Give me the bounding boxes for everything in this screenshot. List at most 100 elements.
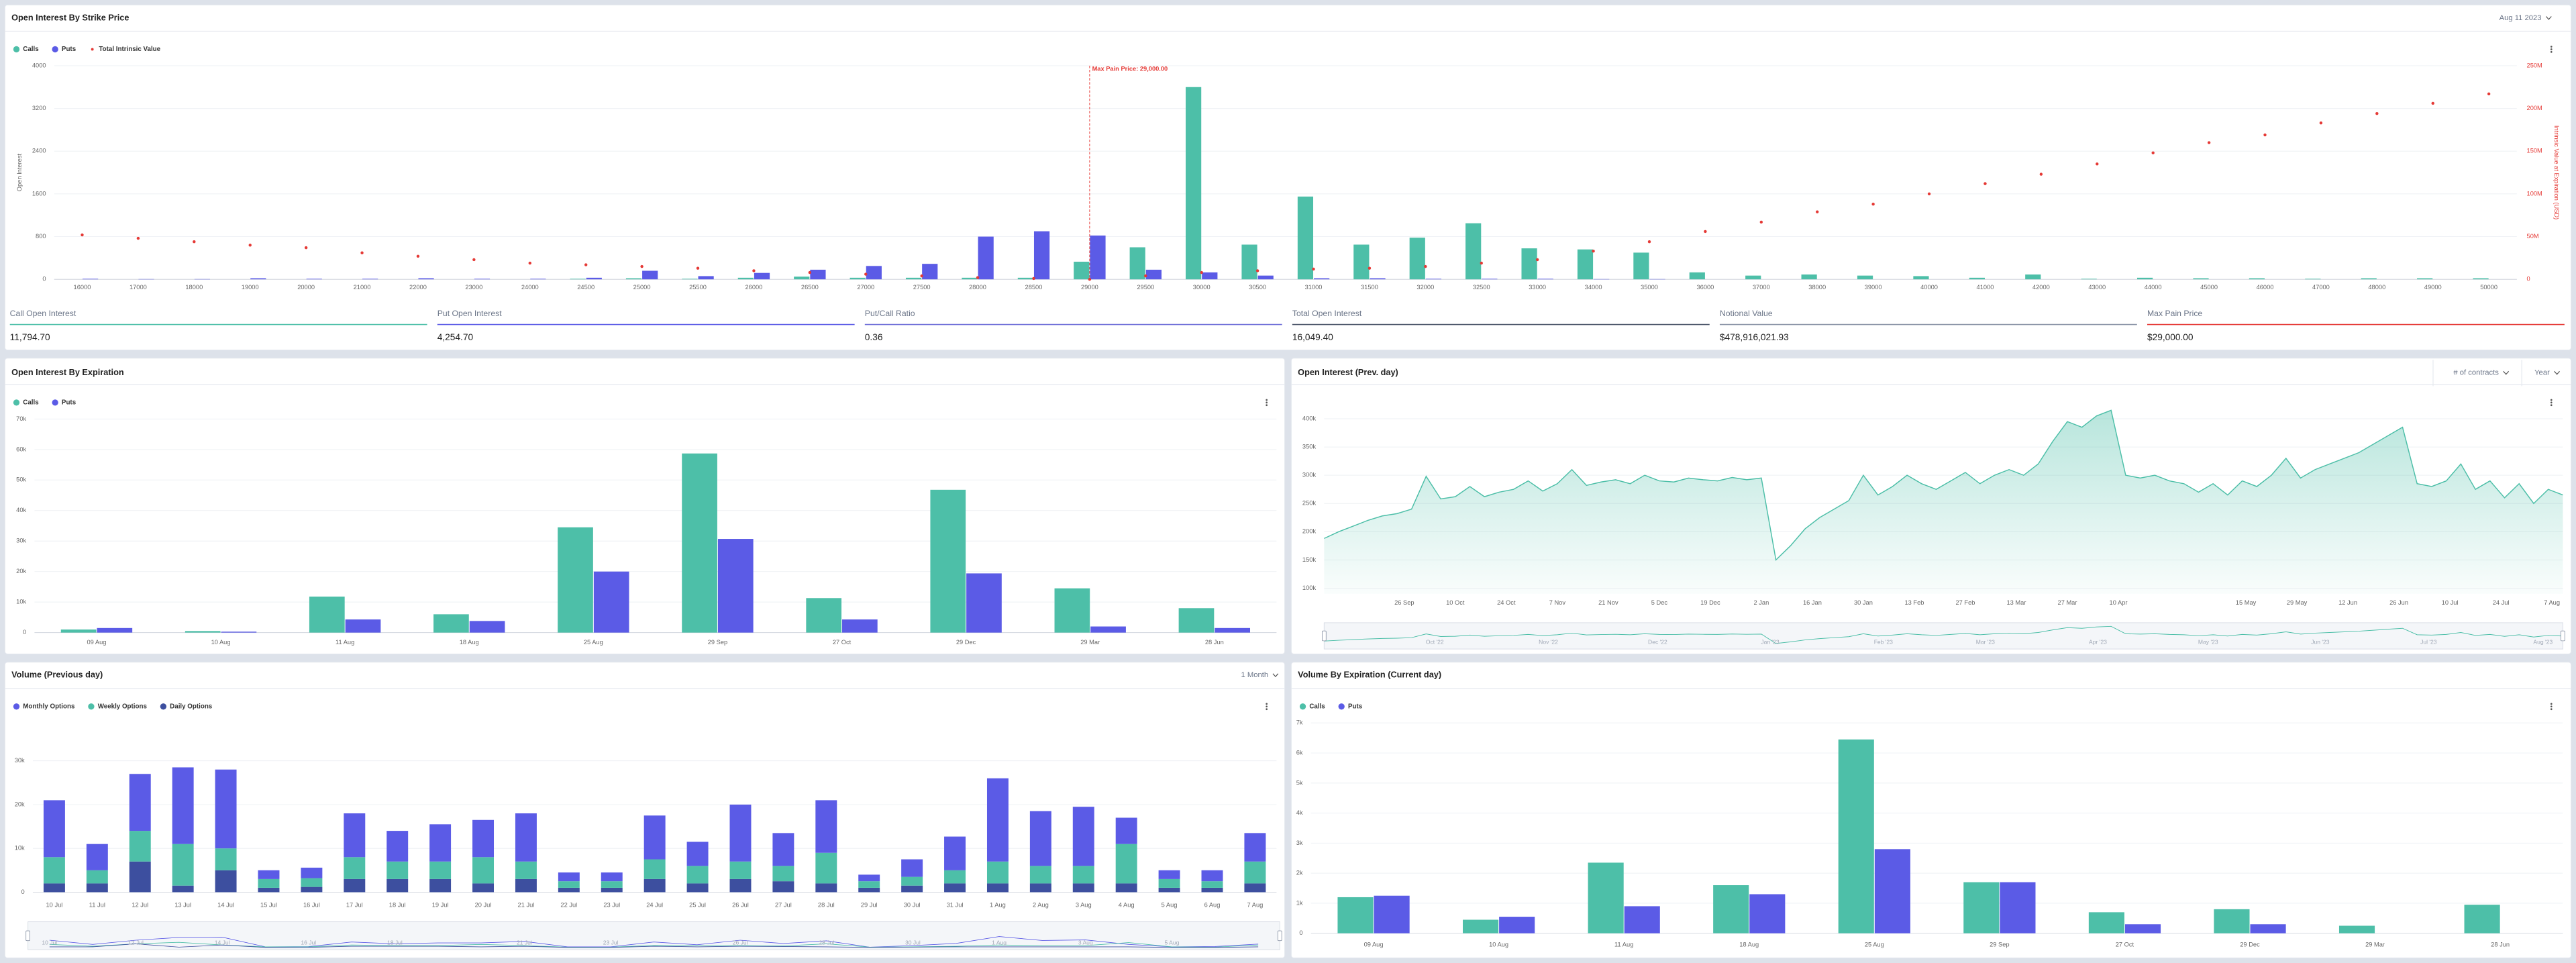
bar bbox=[1054, 588, 1090, 633]
bar bbox=[1963, 882, 2000, 933]
y2-tick-label: 0 bbox=[2527, 276, 2530, 283]
bar bbox=[1202, 272, 1218, 280]
bar-segment bbox=[429, 824, 452, 862]
navigator-label: Oct '22 bbox=[1426, 639, 1444, 646]
dropdown[interactable]: Year bbox=[2534, 369, 2550, 377]
bar bbox=[1801, 274, 1817, 280]
bar-segment bbox=[129, 774, 151, 831]
bar-segment bbox=[986, 778, 1009, 862]
scatter-point bbox=[416, 254, 420, 258]
bar bbox=[2250, 924, 2286, 933]
legend-swatch bbox=[160, 703, 167, 710]
y-tick-label: 400k bbox=[1302, 415, 1317, 421]
bar bbox=[1178, 608, 1215, 633]
x-tick-label: 37000 bbox=[1753, 284, 1770, 291]
area-line bbox=[1324, 409, 2563, 561]
x-tick-label: 09 Aug bbox=[87, 639, 106, 646]
bar-segment bbox=[1158, 870, 1180, 879]
x-tick-label: 31 Jul bbox=[947, 902, 964, 909]
menu-dot bbox=[1266, 401, 1268, 404]
bar bbox=[2025, 274, 2041, 280]
bar-segment bbox=[472, 819, 495, 858]
navigator-handle[interactable] bbox=[1277, 930, 1282, 942]
x-tick-label: 29 Mar bbox=[2365, 941, 2385, 948]
bar bbox=[530, 278, 546, 280]
y2-tick-label: 150M bbox=[2527, 148, 2542, 154]
x-tick-label: 28 Jul bbox=[818, 902, 835, 909]
bar bbox=[1337, 897, 1374, 933]
bar-segment bbox=[643, 815, 666, 860]
legend-label: Puts bbox=[62, 399, 76, 406]
scatter-point bbox=[248, 244, 252, 247]
bar-segment bbox=[858, 881, 880, 888]
bar bbox=[362, 278, 378, 280]
navigator-label: Aug '23 bbox=[2533, 639, 2553, 646]
navigator-label: Feb '23 bbox=[1874, 639, 1893, 646]
stat-label: Total Open Interest bbox=[1292, 309, 1362, 318]
bar-segment bbox=[1115, 883, 1137, 893]
x-tick-label: 42000 bbox=[2032, 284, 2050, 291]
bar-segment bbox=[1244, 861, 1266, 884]
bar bbox=[1577, 249, 1594, 280]
bar bbox=[474, 278, 491, 280]
dropdown[interactable]: Aug 11 2023 bbox=[2500, 14, 2542, 22]
x-tick-label: 20000 bbox=[297, 284, 315, 291]
bar bbox=[1465, 223, 1482, 280]
bar bbox=[810, 269, 826, 280]
bar bbox=[905, 277, 922, 280]
bar bbox=[2000, 882, 2036, 933]
legend-swatch bbox=[13, 703, 20, 710]
y-tick-label: 6k bbox=[1296, 750, 1303, 756]
scatter-point bbox=[1255, 269, 1259, 272]
y-tick-label: 30k bbox=[16, 538, 26, 544]
bar bbox=[922, 264, 938, 280]
bar bbox=[1314, 278, 1330, 280]
scatter-point bbox=[696, 266, 700, 270]
chart-title: Volume (Previous day) bbox=[11, 670, 103, 680]
bar bbox=[2249, 278, 2265, 280]
x-tick-label: 27000 bbox=[857, 284, 874, 291]
scatter-point bbox=[2096, 162, 2099, 166]
legend-swatch bbox=[52, 399, 58, 406]
stat-label: Put Open Interest bbox=[437, 309, 502, 318]
dropdown[interactable]: # of contracts bbox=[2453, 369, 2499, 377]
scatter-point bbox=[1592, 250, 1595, 253]
menu-dot bbox=[2550, 703, 2553, 705]
stat-value: $29,000.00 bbox=[2147, 332, 2194, 342]
navigator-handle[interactable] bbox=[2561, 630, 2565, 642]
menu-dot bbox=[1266, 708, 1268, 711]
scatter-point bbox=[1759, 220, 1763, 224]
bar-segment bbox=[1072, 883, 1094, 893]
menu-dot bbox=[1266, 399, 1268, 401]
dropdown[interactable]: 1 Month bbox=[1241, 671, 1268, 679]
bar bbox=[1297, 196, 1314, 280]
navigator bbox=[28, 921, 1280, 950]
scatter-point bbox=[2319, 121, 2323, 125]
x-tick-label: 19 Jul bbox=[432, 902, 449, 909]
scatter-point bbox=[752, 269, 756, 272]
x-tick-label: 40000 bbox=[1920, 284, 1938, 291]
scatter-point bbox=[1144, 274, 1147, 278]
scatter-point bbox=[1088, 278, 1092, 281]
x-tick-label: 24500 bbox=[577, 284, 595, 291]
bar bbox=[1145, 269, 1162, 280]
navigator-handle[interactable] bbox=[25, 930, 30, 942]
y-tick-label: 0 bbox=[21, 889, 25, 895]
bar bbox=[60, 629, 97, 633]
chart-title: Open Interest (Prev. day) bbox=[1298, 367, 1398, 377]
x-tick-label: 10 Aug bbox=[1489, 941, 1508, 948]
navigator-handle[interactable] bbox=[1321, 630, 1327, 642]
x-tick-label: 24000 bbox=[521, 284, 539, 291]
bar-segment bbox=[1029, 811, 1051, 866]
scatter-point bbox=[1704, 230, 1707, 234]
x-tick-label: 15 May bbox=[2236, 599, 2257, 606]
bar bbox=[2214, 909, 2250, 933]
x-tick-label: 13 Feb bbox=[1904, 599, 1924, 606]
max-pain-label: Max Pain Price: 29,000.00 bbox=[1092, 65, 1168, 72]
scatter-point bbox=[864, 272, 868, 276]
x-tick-label: 27 Jul bbox=[775, 902, 792, 909]
scatter-point bbox=[193, 240, 196, 244]
x-tick-label: 11 Aug bbox=[336, 639, 354, 646]
bar bbox=[1425, 278, 1442, 280]
